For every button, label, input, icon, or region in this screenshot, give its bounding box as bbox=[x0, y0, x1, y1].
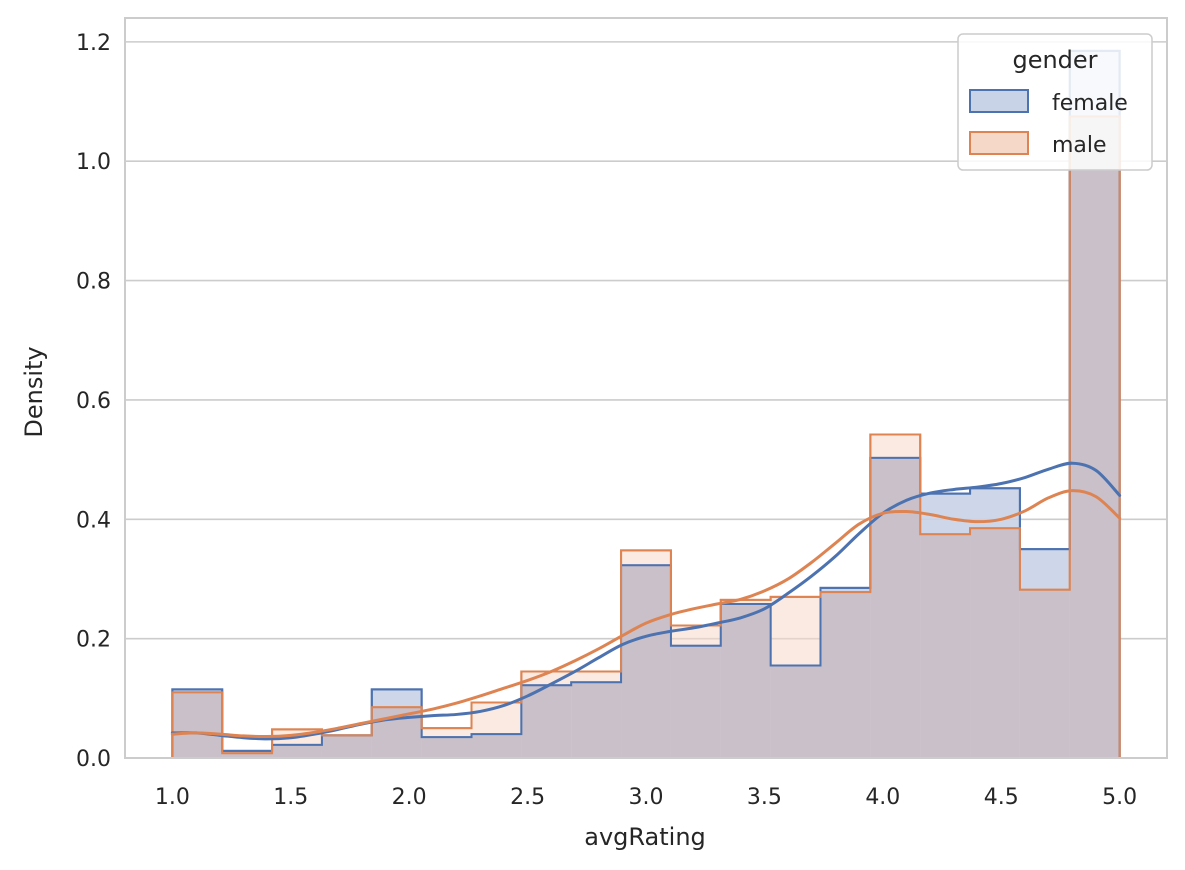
x-tick-label: 3.0 bbox=[629, 785, 664, 810]
y-axis-ticks: 0.0 0.2 0.4 0.6 0.8 1.0 1.2 bbox=[76, 31, 111, 772]
x-tick-label: 1.0 bbox=[155, 785, 190, 810]
histogram-overlap-bar bbox=[471, 734, 522, 758]
y-tick-label: 0.8 bbox=[76, 270, 111, 295]
histogram-overlap-bar bbox=[521, 685, 572, 758]
y-tick-label: 1.0 bbox=[76, 150, 111, 175]
x-tick-label: 2.5 bbox=[510, 785, 545, 810]
y-tick-label: 0.2 bbox=[76, 628, 111, 653]
legend-title: gender bbox=[1012, 46, 1097, 74]
histogram-overlap-bar bbox=[1069, 116, 1120, 758]
x-axis-label: avgRating bbox=[584, 823, 706, 851]
histogram-overlap-bar bbox=[970, 528, 1020, 758]
x-tick-label: 4.0 bbox=[865, 785, 900, 810]
x-tick-label: 1.5 bbox=[273, 785, 308, 810]
legend-label-female: female bbox=[1052, 91, 1128, 116]
y-tick-label: 0.4 bbox=[76, 508, 111, 533]
legend: gender female male bbox=[957, 33, 1153, 171]
y-tick-label: 1.2 bbox=[76, 31, 111, 56]
histogram-overlap-bar bbox=[920, 534, 971, 758]
histogram-overlap-bar bbox=[670, 645, 721, 758]
y-tick-label: 0.0 bbox=[76, 747, 111, 772]
histogram-overlap-bar bbox=[571, 682, 622, 758]
histogram-overlap-bar bbox=[172, 692, 223, 758]
kde-line-male bbox=[170, 489, 1122, 739]
histogram-overlap-bar bbox=[720, 604, 771, 758]
histogram-overlap-bar bbox=[421, 737, 472, 758]
histogram-overlap-bar bbox=[222, 753, 273, 758]
histogram-overlap-bar bbox=[820, 592, 871, 758]
legend-label-male: male bbox=[1052, 133, 1107, 158]
kde-curves bbox=[170, 461, 1122, 741]
y-axis-label: Density bbox=[20, 346, 48, 437]
y-tick-label: 0.6 bbox=[76, 389, 111, 414]
histogram-overlap-bar bbox=[1019, 589, 1070, 758]
x-tick-label: 5.0 bbox=[1102, 785, 1137, 810]
histogram-overlap-bar bbox=[321, 735, 372, 758]
histogram-overlap-bar bbox=[870, 457, 921, 758]
histogram-overlap-bar bbox=[770, 665, 821, 758]
histogram-overlap-bar bbox=[272, 744, 322, 758]
legend-swatch-male bbox=[969, 131, 1029, 155]
x-tick-label: 4.5 bbox=[984, 785, 1019, 810]
male-histogram bbox=[171, 49, 1121, 758]
legend-swatch-female bbox=[969, 89, 1029, 113]
x-tick-label: 2.0 bbox=[392, 785, 427, 810]
histogram-outline-female bbox=[171, 49, 1121, 758]
plot-frame bbox=[124, 17, 1168, 759]
x-tick-label: 3.5 bbox=[747, 785, 782, 810]
histogram-overlap-bar bbox=[621, 565, 671, 758]
x-axis-ticks: 1.0 1.5 2.0 2.5 3.0 3.5 4.0 4.5 5.0 bbox=[155, 785, 1137, 810]
